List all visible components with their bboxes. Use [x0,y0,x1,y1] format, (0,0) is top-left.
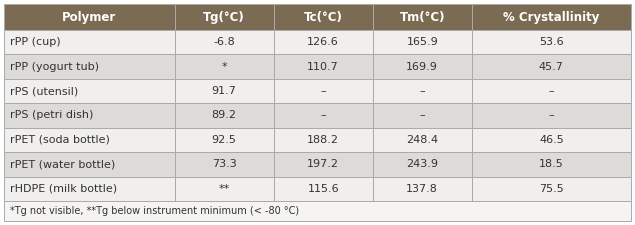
Text: 165.9: 165.9 [406,37,438,47]
Text: 126.6: 126.6 [307,37,339,47]
Bar [4,103,175,128]
Text: rPS (utensil): rPS (utensil) [10,86,78,96]
Text: *: * [221,62,227,72]
Bar [472,4,631,30]
Bar [175,103,274,128]
Bar [274,177,373,201]
Text: –: – [320,110,326,121]
Bar [4,30,175,54]
Bar [175,54,274,79]
Text: 89.2: 89.2 [211,110,237,121]
Bar [373,128,472,152]
Bar [274,4,373,30]
Bar [274,54,373,79]
Bar [274,30,373,54]
Bar [175,79,274,103]
Text: 53.6: 53.6 [539,37,564,47]
Bar [4,79,175,103]
Bar [472,152,631,177]
Bar [373,152,472,177]
Text: 73.3: 73.3 [211,159,236,169]
Text: rPP (yogurt tub): rPP (yogurt tub) [10,62,99,72]
Text: Tg(°C): Tg(°C) [203,11,245,23]
Bar [373,54,472,79]
Text: –: – [549,110,554,121]
Text: 110.7: 110.7 [307,62,339,72]
Text: Tc(°C): Tc(°C) [304,11,342,23]
Bar [472,54,631,79]
Bar [4,152,175,177]
Text: rPS (petri dish): rPS (petri dish) [10,110,93,121]
Bar [373,103,472,128]
Text: –: – [419,86,425,96]
Bar [175,4,274,30]
Text: 248.4: 248.4 [406,135,438,145]
Text: 45.7: 45.7 [539,62,564,72]
Text: –: – [549,86,554,96]
Bar [175,30,274,54]
Bar [274,79,373,103]
Text: –: – [419,110,425,121]
Bar [274,152,373,177]
Text: –: – [320,86,326,96]
Bar [4,201,631,221]
Text: 46.5: 46.5 [539,135,564,145]
Bar [472,103,631,128]
Text: Polymer: Polymer [62,11,116,23]
Text: 137.8: 137.8 [406,184,438,194]
Text: 115.6: 115.6 [307,184,339,194]
Text: 18.5: 18.5 [539,159,564,169]
Bar [175,152,274,177]
Bar [274,103,373,128]
Text: 169.9: 169.9 [406,62,438,72]
Bar [4,54,175,79]
Text: rPP (cup): rPP (cup) [10,37,60,47]
Bar [274,128,373,152]
Text: *Tg not visible, **Tg below instrument minimum (< -80 °C): *Tg not visible, **Tg below instrument m… [10,206,299,216]
Text: 197.2: 197.2 [307,159,339,169]
Text: rHDPE (milk bottle): rHDPE (milk bottle) [10,184,117,194]
Text: 91.7: 91.7 [211,86,236,96]
Text: Tm(°C): Tm(°C) [399,11,445,23]
Text: 243.9: 243.9 [406,159,438,169]
Text: % Crystallinity: % Crystallinity [503,11,599,23]
Bar [175,128,274,152]
Text: 188.2: 188.2 [307,135,339,145]
Bar [472,128,631,152]
Text: rPET (water bottle): rPET (water bottle) [10,159,115,169]
Bar [373,30,472,54]
Text: -6.8: -6.8 [213,37,235,47]
Text: rPET (soda bottle): rPET (soda bottle) [10,135,110,145]
Bar [472,30,631,54]
Bar [472,177,631,201]
Bar [4,177,175,201]
Bar [175,177,274,201]
Bar [373,79,472,103]
Text: 92.5: 92.5 [211,135,236,145]
Bar [373,4,472,30]
Bar [373,177,472,201]
Bar [4,128,175,152]
Bar [4,4,175,30]
Bar [472,79,631,103]
Text: **: ** [218,184,230,194]
Text: 75.5: 75.5 [539,184,564,194]
